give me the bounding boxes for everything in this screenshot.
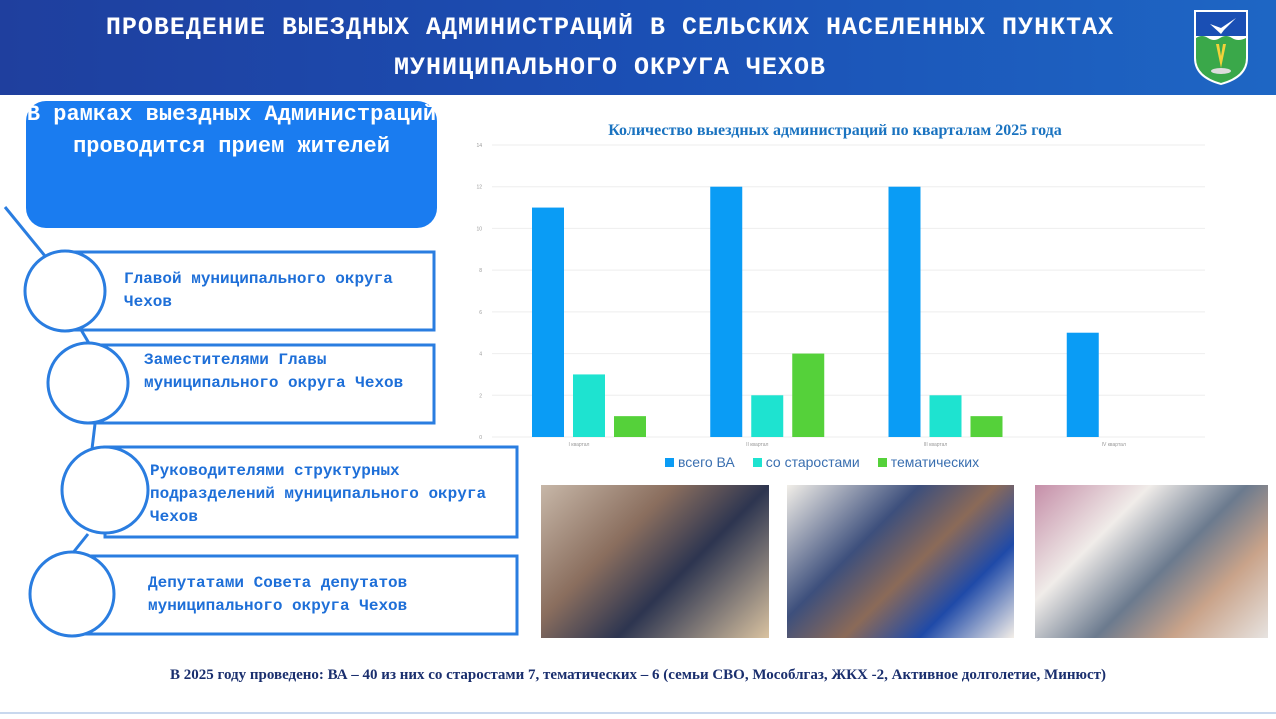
- divider: [0, 712, 1276, 714]
- y-tick-label: 6: [479, 310, 482, 316]
- y-tick-label: 4: [479, 352, 482, 358]
- legend-label: тематических: [890, 454, 980, 470]
- item-deputies-head: Заместителями Главы муниципального округ…: [144, 351, 404, 392]
- y-tick-label: 14: [476, 143, 482, 149]
- lead-text: В рамках выездных Администраций проводит…: [26, 102, 437, 159]
- bar-chart: 0 2 4 6 8 10 12 14 I квартал II квартал III кварта…: [476, 143, 1205, 448]
- legend-swatch: [752, 457, 762, 467]
- item-circle: [23, 249, 107, 333]
- legend-item: всего ВА: [665, 454, 735, 470]
- x-tick-label: IV квартал: [1102, 442, 1126, 448]
- legend-swatch: [877, 457, 887, 467]
- item-circle: [28, 550, 116, 638]
- connector-line: [3, 206, 47, 257]
- coat-of-arms-logo: [1194, 10, 1248, 85]
- legend-item: со старостами: [752, 454, 860, 470]
- legend-item: тематических: [877, 454, 980, 470]
- photo-reception-2: [787, 485, 1014, 638]
- bar-3: [792, 353, 825, 437]
- bar-1: [532, 207, 564, 437]
- y-tick-label: 12: [476, 185, 482, 191]
- y-tick-label: 10: [476, 226, 482, 232]
- x-tick-label: III квартал: [924, 442, 948, 448]
- bar-2: [573, 374, 605, 437]
- lead-box: В рамках выездных Администраций проводит…: [26, 101, 437, 228]
- chart-title: Количество выездных администраций по ква…: [608, 122, 1062, 139]
- bar-1: [710, 186, 743, 437]
- bar-1: [1066, 332, 1099, 437]
- bar-3: [614, 416, 646, 437]
- page-title: ПРОВЕДЕНИЕ ВЫЕЗДНЫХ АДМИНИСТРАЦИЙ В СЕЛЬ…: [105, 13, 1115, 82]
- legend-label: всего ВА: [678, 454, 735, 470]
- reception-diagram: [3, 206, 519, 638]
- connector-line: [90, 423, 97, 450]
- photo-reception-3: [1035, 485, 1268, 638]
- legend-label: со старостами: [765, 454, 860, 470]
- y-tick-label: 0: [479, 435, 482, 441]
- bar-2: [929, 395, 962, 437]
- y-tick-label: 2: [479, 393, 482, 399]
- y-tick-label: 8: [479, 268, 482, 274]
- x-tick-label: II квартал: [746, 442, 768, 448]
- item-structural-heads: Руководителями структурных подразделений…: [150, 462, 487, 526]
- item-circle: [60, 445, 150, 535]
- chart-legend: всего ВА со старостами тематических: [665, 454, 979, 470]
- item-head: Главой муниципального округа Чехов: [124, 270, 393, 311]
- item-circle: [46, 341, 130, 425]
- header-banner: ПРОВЕДЕНИЕ ВЫЕЗДНЫХ АДМИНИСТРАЦИЙ В СЕЛЬ…: [0, 0, 1276, 95]
- legend-swatch: [665, 457, 674, 467]
- item-council-deputies: Депутатами Совета депутатов муниципально…: [148, 574, 408, 615]
- x-tick-label: I квартал: [569, 442, 590, 448]
- bar-3: [970, 416, 1003, 437]
- photo-reception-1: [541, 485, 769, 638]
- summary-footer: В 2025 году проведено: ВА – 40 из них со…: [170, 667, 1106, 683]
- bar-1: [888, 186, 921, 437]
- bar-2: [751, 395, 784, 437]
